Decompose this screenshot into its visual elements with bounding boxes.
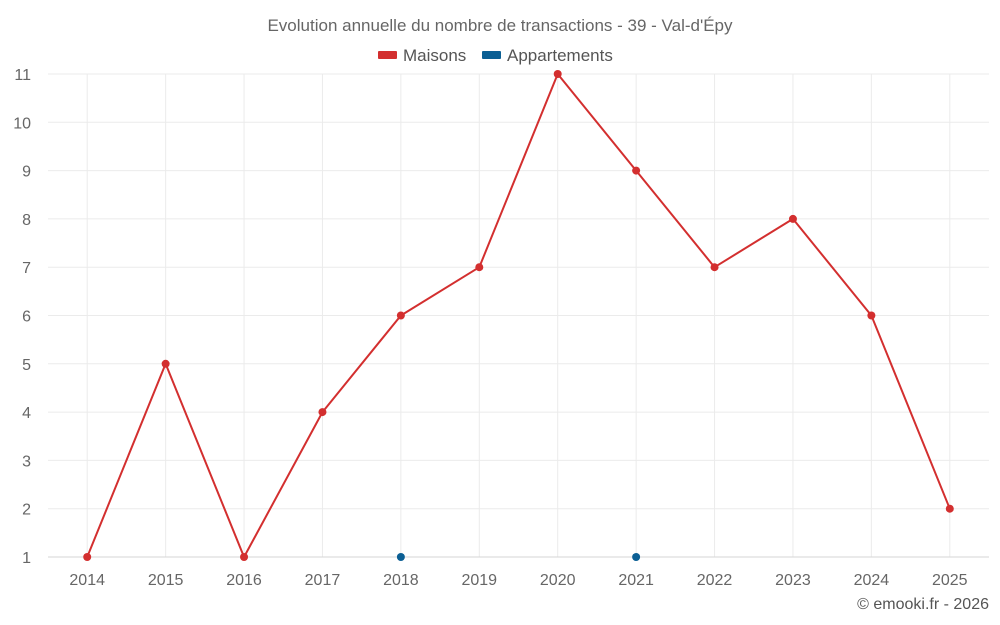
y-tick-label: 6 [22,309,31,326]
y-tick-label: 4 [22,405,31,422]
credit-text: © emooki.fr - 2026 [857,596,989,613]
y-tick-label: 2 [22,502,31,519]
data-point-maisons-2014[interactable] [83,553,92,561]
x-tick-label: 2023 [775,572,811,589]
x-axis-ticks: 2014 2015 2016 2017 2018 2019 2020 2021 2022 2023… [69,572,967,589]
series-appartements [396,553,641,561]
data-point-maisons-2015[interactable] [161,359,170,368]
data-point-appartements-2018[interactable] [396,553,405,561]
legend-swatch-maisons [378,51,397,59]
x-tick-label: 2016 [226,572,262,589]
data-point-maisons-2020[interactable] [553,70,562,78]
data-point-maisons-2018[interactable] [396,311,405,320]
y-tick-label: 3 [22,453,31,470]
y-tick-label: 11 [14,67,31,84]
y-tick-label: 9 [22,164,31,181]
data-point-maisons-2024[interactable] [867,311,876,320]
y-tick-label: 5 [22,357,31,374]
data-point-maisons-2023[interactable] [788,214,797,223]
grid [48,73,989,558]
legend: Maisons Appartements [378,46,613,65]
legend-swatch-appartements [482,51,501,59]
series-line-maisons [86,73,951,558]
series-layer [83,70,954,561]
legend-label-appartements: Appartements [507,46,613,65]
data-point-maisons-2019[interactable] [475,263,484,272]
y-tick-label: 8 [22,212,31,229]
x-tick-label: 2017 [305,572,341,589]
x-tick-label: 2025 [932,572,968,589]
x-tick-label: 2024 [854,572,890,589]
legend-item-maisons[interactable]: Maisons [378,46,466,65]
x-tick-label: 2020 [540,572,576,589]
legend-item-appartements[interactable]: Appartements [482,46,613,65]
data-point-maisons-2017[interactable] [318,408,327,417]
data-point-maisons-2016[interactable] [240,553,249,561]
y-tick-label: 10 [13,115,31,132]
chart-title: Evolution annuelle du nombre de transact… [267,16,733,35]
data-point-maisons-2021[interactable] [632,166,641,175]
x-tick-label: 2019 [461,572,497,589]
x-tick-label: 2015 [148,572,184,589]
data-point-appartements-2021[interactable] [632,553,641,561]
x-tick-label: 2014 [69,572,105,589]
data-point-maisons-2022[interactable] [710,263,719,272]
legend-label-maisons: Maisons [403,46,466,65]
x-tick-label: 2018 [383,572,419,589]
data-point-maisons-2025[interactable] [945,504,954,513]
series-maisons [83,70,954,561]
y-axis-ticks: 1 2 3 4 5 6 7 8 9 10 11 [13,67,31,567]
y-tick-label: 7 [22,260,31,277]
x-tick-label: 2021 [618,572,654,589]
x-tick-label: 2022 [697,572,733,589]
y-tick-label: 1 [22,550,31,567]
